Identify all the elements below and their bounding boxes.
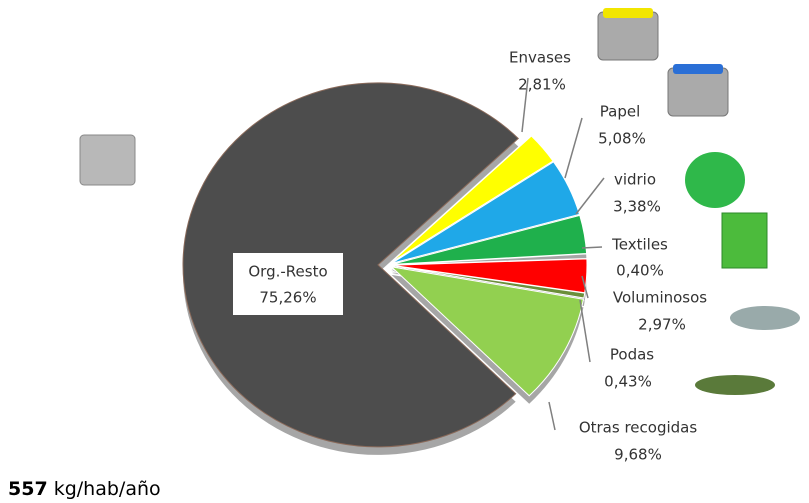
category-label: Otras recogidas [579, 419, 698, 437]
leader-line [549, 402, 555, 430]
leader-line [580, 300, 590, 362]
category-label: Textiles [611, 236, 668, 254]
value-label: 75,26% [259, 289, 316, 307]
value-label: 3,38% [613, 198, 661, 216]
category-label: vidrio [614, 171, 656, 189]
container-icon [695, 375, 775, 395]
container-icon [673, 64, 723, 74]
category-label: Org.-Resto [248, 263, 327, 281]
category-label: Voluminosos [613, 289, 707, 307]
total-unit: kg/hab/año [54, 478, 161, 500]
value-label: 2,97% [638, 316, 686, 334]
container-icon [685, 152, 745, 208]
category-label: Papel [600, 103, 640, 121]
value-label: 0,43% [604, 373, 652, 391]
value-label: 9,68% [614, 446, 662, 464]
value-label: 5,08% [598, 130, 646, 148]
container-icon [598, 12, 658, 60]
container-icon [668, 68, 728, 116]
leader-line [576, 178, 604, 214]
value-label: 2,81% [518, 76, 566, 94]
leader-line [582, 247, 602, 248]
category-label: Podas [610, 346, 654, 364]
container-icon [603, 8, 653, 18]
leader-line [565, 118, 582, 178]
footer: 557 kg/hab/año [8, 478, 161, 500]
container-icon [722, 213, 767, 268]
container-icon [80, 135, 135, 185]
chart: 557 kg/hab/año Envases 2,81% Papel 5,08% vid… [0, 0, 809, 503]
value-label: 0,40% [616, 262, 664, 280]
category-label: Envases [509, 49, 571, 67]
total: 557 [8, 478, 48, 500]
container-icon [730, 306, 800, 330]
